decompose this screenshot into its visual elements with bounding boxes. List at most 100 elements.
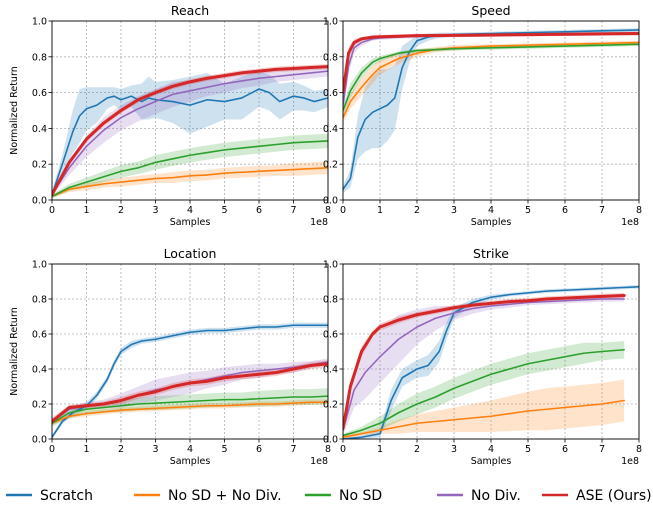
y-tick-label: 0.2 bbox=[32, 400, 47, 411]
x-axis-multiplier: 1e8 bbox=[621, 217, 639, 228]
x-tick-label: 5 bbox=[525, 205, 531, 216]
legend-label: No SD bbox=[339, 488, 382, 504]
line-ase-ours bbox=[343, 32, 639, 95]
line-ase-ours bbox=[343, 294, 626, 430]
band-scratch bbox=[52, 71, 328, 199]
x-axis-multiplier: 1e8 bbox=[310, 456, 328, 467]
ticks: 0 1 2 3 4 5 6 7 80.00.20.40.60.81.0 bbox=[323, 260, 642, 456]
line-scratch bbox=[52, 324, 328, 439]
x-tick-label: 3 bbox=[152, 205, 158, 216]
band-no-sd bbox=[52, 388, 328, 427]
x-tick-label: 4 bbox=[488, 444, 494, 455]
y-tick-label: 1.0 bbox=[323, 260, 338, 271]
chart-title: Strike bbox=[473, 246, 509, 261]
chart-title: Speed bbox=[471, 3, 510, 18]
y-tick-label: 0.6 bbox=[32, 88, 47, 99]
x-tick-label: 3 bbox=[152, 444, 158, 455]
band-no-sd bbox=[343, 341, 625, 438]
chart-location: 0 1 2 3 4 5 6 7 8 0.0 0.2 0.4 0.6 0.8 1.0 Location Sampl… bbox=[9, 246, 331, 467]
x-tick-label: 8 bbox=[636, 444, 642, 455]
y-tick-label: 0.8 bbox=[323, 295, 338, 306]
x-tick-label: 1 bbox=[83, 444, 89, 455]
chart-strike: 0 1 2 3 4 5 6 7 80.00.20.40.60.81.0StrikeSamples… bbox=[323, 246, 642, 467]
ticks: 0 1 2 3 4 5 6 7 80.00.20.40.60.81.0 bbox=[32, 260, 331, 456]
line-no-sd-no-div bbox=[343, 399, 626, 439]
y-tick-label: 0.2 bbox=[323, 160, 338, 171]
y-axis-label: Normalized Return bbox=[9, 66, 20, 154]
plot-area bbox=[343, 285, 639, 439]
legend-label: No SD + No Div. bbox=[168, 488, 282, 504]
line-no-sd-no-div bbox=[52, 401, 328, 425]
band-no-div bbox=[52, 65, 328, 197]
x-axis-label: Samples bbox=[471, 217, 512, 228]
x-tick-label: 4 bbox=[187, 205, 193, 216]
y-tick-label: 0.0 bbox=[32, 196, 47, 207]
y-tick-label: 0.0 bbox=[32, 435, 47, 446]
band-ase-ours bbox=[52, 360, 328, 425]
line-ase-ours bbox=[52, 362, 328, 423]
line-no-div bbox=[52, 70, 328, 196]
x-tick-label: 7 bbox=[599, 444, 605, 455]
x-tick-label: 5 bbox=[221, 444, 227, 455]
line-no-div bbox=[343, 298, 626, 432]
legend-label: Scratch bbox=[40, 488, 93, 504]
x-tick-label: 8 bbox=[325, 444, 331, 455]
x-tick-label: 0 bbox=[49, 205, 55, 216]
x-tick-label: 2 bbox=[414, 444, 420, 455]
x-tick-label: 0 bbox=[340, 444, 346, 455]
x-axis-multiplier: 1e8 bbox=[621, 456, 639, 467]
ticks: 0 1 2 3 4 5 6 7 80.00.20.40.60.81.0 bbox=[323, 17, 642, 217]
line-no-sd bbox=[52, 395, 328, 425]
x-tick-label: 6 bbox=[256, 444, 262, 455]
x-tick-label: 2 bbox=[118, 205, 124, 216]
x-axis-multiplier: 1e8 bbox=[310, 217, 328, 228]
x-tick-label: 4 bbox=[488, 205, 494, 216]
y-tick-label: 0.8 bbox=[323, 52, 338, 63]
x-tick-label: 1 bbox=[83, 205, 89, 216]
x-tick-label: 8 bbox=[325, 205, 331, 216]
y-tick-label: 1.0 bbox=[32, 17, 47, 28]
line-no-sd bbox=[343, 43, 639, 112]
legend: Scratch No SD + No Div. No SD No Div. ASE (O… bbox=[6, 488, 652, 504]
y-tick-label: 0.6 bbox=[323, 330, 338, 341]
y-tick-label: 1.0 bbox=[323, 17, 338, 28]
x-axis-label: Samples bbox=[471, 456, 512, 467]
legend-item: No Div. bbox=[437, 488, 521, 504]
legend-label: ASE (Ours) bbox=[576, 488, 652, 504]
line-no-sd bbox=[343, 348, 626, 437]
y-tick-label: 0.8 bbox=[32, 295, 47, 306]
band-no-sd-no-div bbox=[52, 399, 328, 425]
y-tick-label: 0.6 bbox=[323, 88, 338, 99]
x-tick-label: 0 bbox=[340, 205, 346, 216]
line-ase-ours bbox=[52, 65, 328, 197]
x-tick-label: 7 bbox=[599, 205, 605, 216]
y-tick-label: 0.2 bbox=[32, 160, 47, 171]
band-no-div bbox=[343, 296, 625, 436]
y-tick-label: 0.4 bbox=[323, 365, 338, 376]
legend-item: No SD bbox=[305, 488, 382, 504]
x-tick-label: 4 bbox=[187, 444, 193, 455]
chart-reach: 0 1 2 3 4 5 6 7 8 0.0 0.2 0.4 0.6 0.8 1.0 Reach Samples 1… bbox=[9, 3, 331, 228]
band-no-div bbox=[343, 31, 639, 113]
y-tick-label: 0.8 bbox=[32, 52, 47, 63]
y-tick-label: 0.4 bbox=[32, 124, 47, 135]
x-tick-label: 1 bbox=[377, 205, 383, 216]
x-tick-label: 1 bbox=[377, 444, 383, 455]
y-tick-label: 0.4 bbox=[32, 365, 47, 376]
x-tick-label: 5 bbox=[221, 205, 227, 216]
x-axis-label: Samples bbox=[170, 456, 211, 467]
x-tick-label: 6 bbox=[256, 205, 262, 216]
line-no-sd-no-div bbox=[343, 41, 639, 119]
x-tick-label: 7 bbox=[290, 205, 296, 216]
line-no-sd bbox=[52, 140, 328, 198]
x-tick-label: 2 bbox=[118, 444, 124, 455]
plot-area bbox=[52, 63, 328, 199]
x-tick-label: 0 bbox=[49, 444, 55, 455]
chart-title: Reach bbox=[171, 3, 209, 18]
y-tick-label: 1.0 bbox=[32, 260, 47, 271]
line-no-sd-no-div bbox=[52, 166, 328, 198]
band-no-sd bbox=[52, 133, 328, 199]
legend-item: ASE (Ours) bbox=[542, 488, 652, 504]
legend-item: No SD + No Div. bbox=[134, 488, 282, 504]
